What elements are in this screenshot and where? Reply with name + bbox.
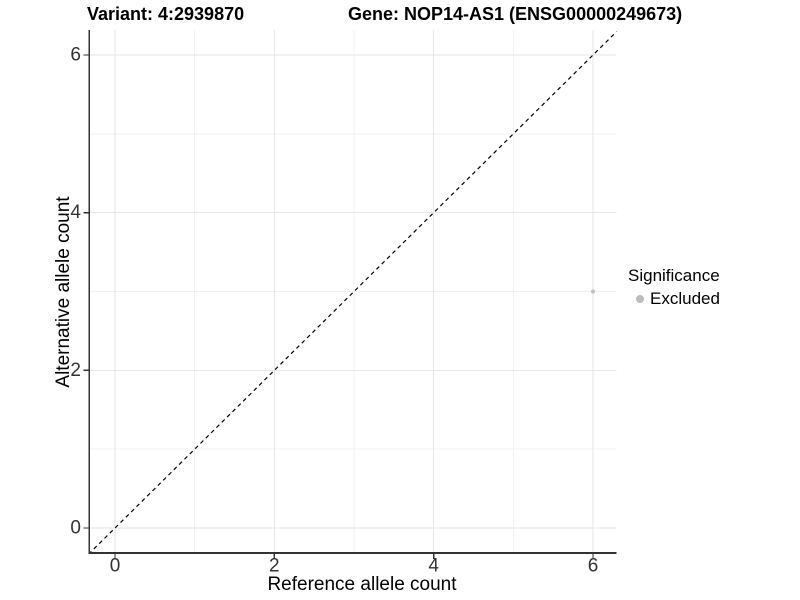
x-tick-label: 2 [269, 555, 280, 576]
y-tick-label: 0 [70, 518, 81, 539]
y-tick-label: 4 [70, 202, 81, 223]
legend-item-excluded: Excluded [636, 289, 720, 309]
x-tick-label: 4 [428, 555, 439, 576]
x-tick-label: 0 [110, 555, 121, 576]
legend-point-icon [636, 295, 644, 303]
y-axis-title: Alternative allele count [53, 196, 74, 388]
gene-title: Gene: NOP14-AS1 (ENSG00000249673) [348, 4, 683, 24]
y-tick-label: 2 [70, 360, 81, 381]
variant-title: Variant: 4:2939870 [87, 4, 245, 24]
legend: Significance Excluded [628, 266, 720, 309]
legend-title: Significance [628, 266, 720, 285]
y-tick-label: 6 [70, 45, 81, 66]
x-tick-label: 6 [588, 555, 599, 576]
x-axis-title: Reference allele count [267, 574, 457, 595]
data-point [590, 289, 596, 294]
identity-line [90, 30, 617, 553]
legend-item-label: Excluded [650, 289, 720, 308]
